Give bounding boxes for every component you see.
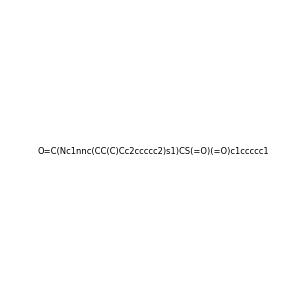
- Text: O=C(Nc1nnc(CC(C)Cc2ccccc2)s1)CS(=O)(=O)c1ccccc1: O=C(Nc1nnc(CC(C)Cc2ccccc2)s1)CS(=O)(=O)c…: [38, 147, 270, 156]
